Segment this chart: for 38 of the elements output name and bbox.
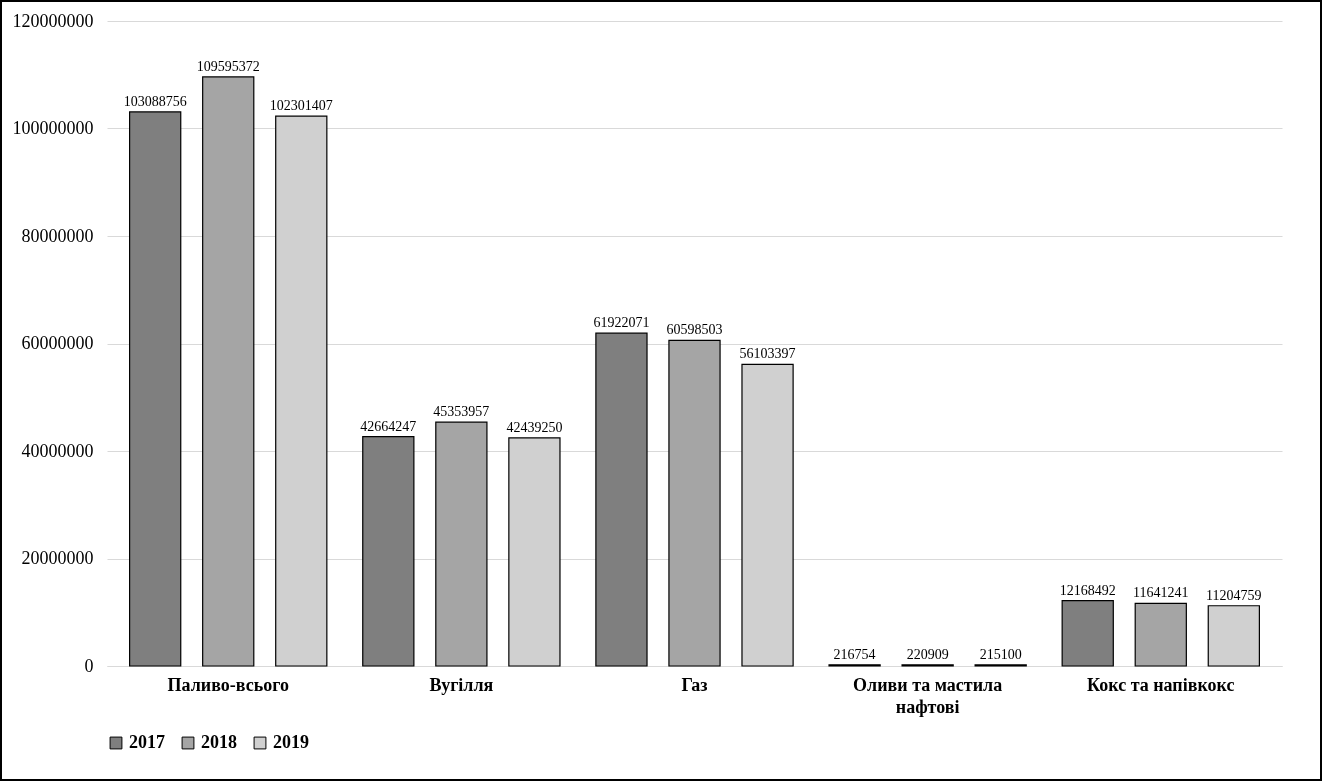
data-label: 11641241 (1133, 585, 1189, 601)
legend-label: 2018 (201, 732, 237, 752)
data-label: 12168492 (1059, 582, 1116, 598)
bar (129, 111, 182, 667)
y-tick-label: 60000000 (21, 333, 94, 353)
x-tick-label: Газ (681, 674, 708, 695)
y-tick-label: 100000000 (12, 118, 94, 138)
bar (435, 421, 488, 667)
x-tick-label: Паливо-всього (167, 674, 289, 695)
data-label: 220909 (906, 646, 949, 662)
legend-label: 2019 (273, 732, 309, 752)
bar (362, 436, 415, 667)
data-label: 42439250 (506, 419, 563, 435)
bar (202, 76, 255, 667)
data-label: 42664247 (360, 418, 417, 434)
data-label: 102301407 (269, 98, 333, 114)
data-label: 215100 (979, 646, 1022, 662)
data-label: 61922071 (593, 315, 650, 331)
data-label: 11204759 (1206, 587, 1262, 603)
data-label: 45353957 (433, 404, 490, 420)
y-tick-label: 120000000 (12, 10, 94, 31)
bar (1061, 599, 1114, 667)
x-tick-label: Оливи та мастила нафтові (853, 674, 1003, 717)
bar (595, 332, 648, 667)
x-tick-label: Вугілля (429, 674, 494, 695)
y-tick-label: 80000000 (21, 225, 94, 246)
y-tick-label: 20000000 (21, 548, 94, 568)
bar (1134, 602, 1187, 667)
bar (668, 339, 721, 667)
y-tick-label: 0 (84, 655, 94, 676)
x-tick-label: Кокс та напівкокс (1087, 674, 1235, 695)
data-label: 56103397 (739, 346, 796, 362)
data-label: 103088756 (123, 93, 187, 109)
y-tick-label: 40000000 (21, 440, 94, 461)
legend-label: 2017 (129, 732, 165, 752)
data-label: 216754 (833, 646, 876, 662)
data-label: 60598503 (666, 322, 723, 338)
data-label: 109595372 (196, 58, 260, 74)
